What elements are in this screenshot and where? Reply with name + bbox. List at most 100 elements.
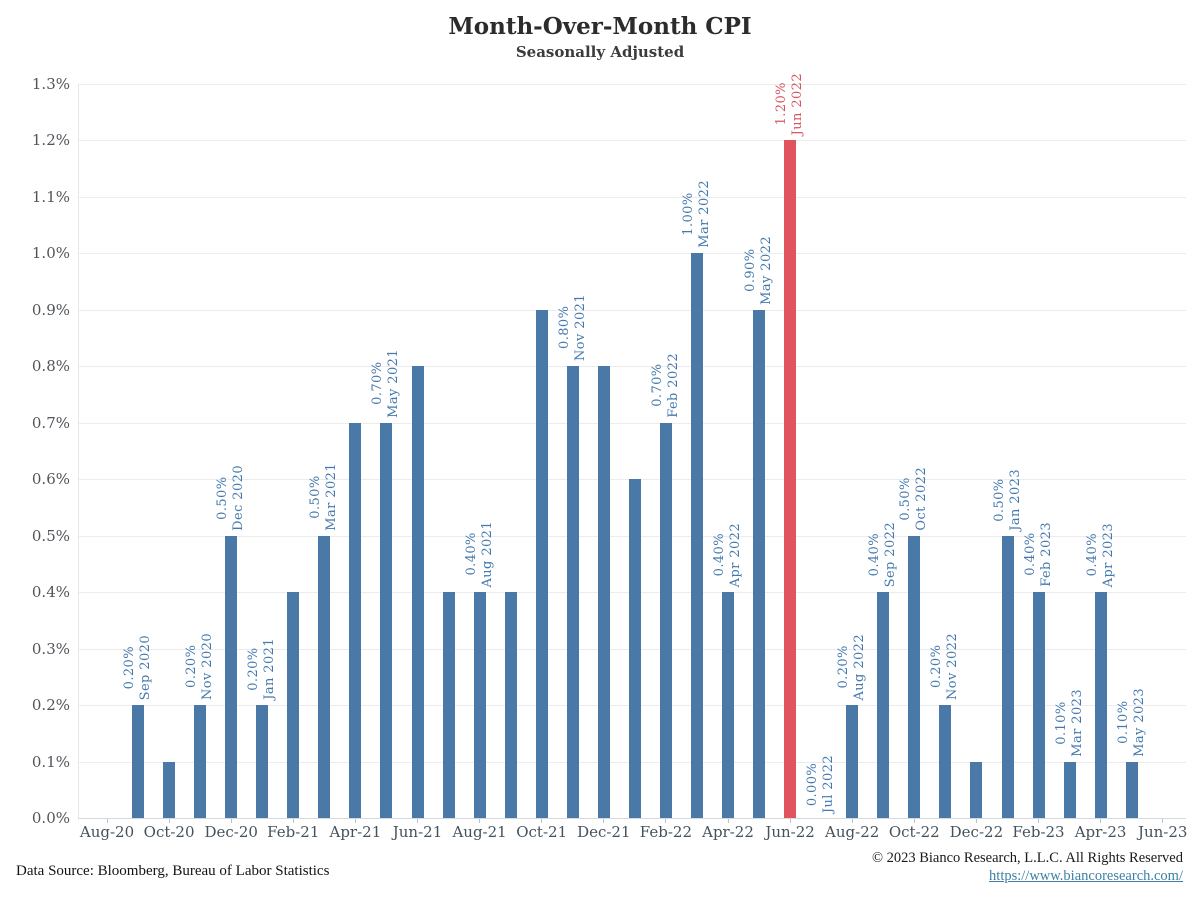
bar-value-label: 0.50% [898,477,914,521]
bar-month-label: Mar 2022 [697,180,712,248]
bar-label: 0.40% Sep 2022 [867,522,899,587]
bar-value-label: 0.40% [1022,532,1038,577]
data-source-note: Data Source: Bloomberg, Bureau of Labor … [16,863,330,879]
y-tick-label: 1.0% [31,244,70,262]
y-tick-label: 0.3% [31,639,70,658]
bar [163,761,176,818]
bar-value-label: 0.40% [1084,533,1100,577]
x-tick-label: Feb-21 [267,823,320,841]
x-tick-label: Apr-23 [1074,823,1127,841]
bar [628,479,641,818]
x-tick-label: Oct-22 [888,823,940,841]
x-tick-mark [354,819,356,823]
x-tick-mark [603,819,605,823]
bar-label: 0.50% Jan 2023 [992,469,1024,531]
x-tick-mark [292,819,294,823]
bar-label: 0.70% May 2021 [370,349,402,418]
bar-value-label: 0.50% [991,477,1007,522]
bar-label: 0.20% Jan 2021 [246,638,278,700]
x-tick-label: Aug-21 [452,823,507,841]
x-tick-mark [168,819,170,823]
chart-subtitle: Seasonally Adjusted [515,43,685,61]
bar-value-label: 0.00% [805,762,821,806]
bar-value-label: 0.40% [463,532,479,576]
bar-month-label: Jul 2022 [821,754,837,813]
x-tick-mark [230,819,232,823]
x-tick-label: Jun-22 [765,823,815,841]
bar [504,592,517,818]
bar-month-label: Jan 2023 [1007,468,1023,531]
bar-label: 0.20% Sep 2020 [122,635,154,700]
x-tick-mark [106,819,108,823]
y-tick-label: 0.1% [31,752,70,771]
bar-value-label: 0.20% [836,645,852,689]
bar-value-label: 1.00% [681,192,696,236]
bar-value-label: 0.40% [867,532,883,576]
bar-label: 0.20% Nov 2022 [929,633,961,700]
x-tick-label: Apr-22 [702,823,754,841]
x-tick-mark [417,819,418,823]
bar-value-label: 0.70% [370,361,386,405]
y-axis-spine [78,83,79,818]
gridline [78,253,1186,254]
bar-value-label: 0.10% [1115,700,1131,744]
bar-month-label: Mar 2023 [1069,688,1085,757]
bar-label: 0.00% Jul 2022 [805,755,837,813]
bar [535,309,548,818]
y-tick-label: 0.9% [31,300,70,319]
bar-value-label: 0.40% [712,533,727,577]
x-tick-label: Oct-20 [143,823,195,841]
bar [970,761,983,818]
x-tick-mark [1162,819,1164,823]
x-tick-mark [913,819,915,823]
bar [691,253,703,818]
bar [287,592,300,818]
x-tick-label: Dec-20 [204,823,258,841]
bar-value-label: 0.80% [556,305,572,350]
bar-month-label: Sep 2020 [138,634,154,700]
bar-value-label: 0.20% [184,644,200,689]
bar [939,705,952,818]
x-tick-mark [975,819,977,823]
bar-month-label: Dec 2020 [231,464,247,531]
bar-value-label: 0.50% [308,475,324,519]
bar [722,592,734,818]
x-axis-line [78,818,1186,819]
x-tick-label: Aug-22 [825,823,880,841]
bar [1032,592,1045,818]
bar-value-label: 0.20% [929,644,945,689]
bar-month-label: Oct 2022 [914,466,930,531]
bar-label: 0.40% Feb 2023 [1023,522,1055,587]
bar-value-label: 0.20% [246,647,262,691]
bar-month-label: Aug 2021 [479,520,495,588]
bar [597,366,610,818]
chart-title: Month-Over-Month CPI [448,13,752,40]
bar [877,592,890,818]
x-tick-mark [727,819,729,823]
bar [411,366,424,818]
bar [1125,761,1138,818]
bar-month-label: May 2022 [759,235,775,305]
x-tick-label: Aug-20 [79,823,135,841]
bar-label: 0.20% Nov 2020 [184,633,216,700]
x-tick-label: Dec-21 [577,823,631,841]
bar-value-label: 1.20% [774,82,790,126]
bar-label: 0.50% Mar 2021 [308,463,340,531]
bar [225,535,238,818]
bar [908,535,921,818]
bar-month-label: Apr 2023 [1100,522,1116,587]
x-tick-label: Apr-21 [329,823,382,841]
bar-label: 1.00% Mar 2022 [681,180,713,248]
bar-month-label: Jan 2021 [262,638,278,700]
y-tick-label: 1.2% [31,131,70,149]
bar-label: 0.40% Apr 2022 [712,523,744,587]
bar-month-label: Nov 2022 [945,633,961,700]
bar-month-label: Feb 2023 [1038,522,1054,587]
bar-label: 0.10% May 2023 [1116,688,1148,757]
bar [846,705,859,818]
x-tick-label: Dec-22 [949,823,1004,841]
website-link[interactable]: https://www.biancoresearch.com/ [989,868,1183,884]
gridline [78,196,1186,198]
